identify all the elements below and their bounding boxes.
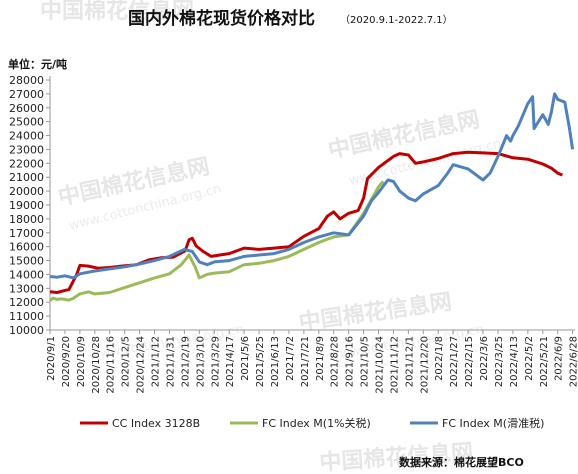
x-tick-label: 2020/12/5 [121, 336, 132, 387]
x-tick-label: 2022/1/8 [434, 336, 445, 381]
x-tick-label: 2021/6/13 [270, 336, 281, 387]
y-tick-label: 21000 [9, 171, 44, 184]
x-tick-label: 2022/4/13 [509, 336, 520, 387]
x-tick-label: 2021/5/25 [255, 336, 266, 387]
x-tick-label: 2021/10/24 [375, 336, 386, 394]
x-tick-label: 2022/2/15 [464, 336, 475, 387]
x-tick-label: 2022/6/28 [569, 336, 578, 387]
y-tick-label: 22000 [9, 157, 44, 170]
x-tick-label: 2021/8/9 [315, 336, 326, 381]
series-group [49, 92, 575, 302]
y-tick-label: 12000 [9, 296, 44, 309]
x-tick-label: 2022/6/9 [554, 336, 565, 381]
y-tick-label: 18000 [9, 213, 44, 226]
x-tick-label: 2021/10/5 [360, 336, 371, 387]
y-tick-label: 13000 [9, 282, 44, 295]
legend-label: FC Index M(滑准税) [442, 416, 544, 430]
y-tick-label: 11000 [9, 310, 44, 323]
x-tick-label: 2021/12/20 [419, 336, 430, 394]
chart-subtitle: （2020.9.1-2022.7.1） [340, 14, 453, 26]
x-tick-label: 2022/3/6 [479, 336, 490, 381]
legend-label: FC Index M(1%关税) [262, 416, 371, 430]
x-tick-label: 2021/1/12 [151, 336, 162, 387]
x-tick-label: 2021/4/17 [225, 336, 236, 387]
x-tick-label: 2021/3/10 [195, 336, 206, 387]
series-line-3 [49, 92, 575, 280]
y-tick-label: 19000 [9, 199, 44, 212]
y-tick-label: 27000 [9, 88, 44, 101]
y-tick-label: 24000 [9, 130, 44, 143]
watermark-logo: 中国棉花信息网 [40, 0, 194, 24]
y-tick-label: 25000 [9, 116, 44, 129]
y-tick-group: 1000011000120001300014000150001600017000… [9, 74, 50, 337]
x-tick-label: 2021/8/28 [330, 336, 341, 387]
series-line-2 [49, 180, 385, 302]
y-tick-label: 23000 [9, 143, 44, 156]
watermark-logo: 中国棉花信息网 [297, 289, 453, 336]
legend: CC Index 3128B FC Index M(1%关税) FC Index M… [80, 416, 544, 430]
y-tick-label: 17000 [9, 227, 44, 240]
x-tick-group: 2020/9/1 2020/9/20 2020/10/9 2020/10/28 2020… [46, 330, 578, 394]
unit-label: 单位：元/吨 [8, 57, 67, 71]
x-tick-label: 2020/12/24 [136, 336, 147, 394]
x-tick-label: 2021/3/29 [210, 336, 221, 387]
y-tick-label: 16000 [9, 241, 44, 254]
x-tick-label: 2020/9/20 [61, 336, 72, 387]
y-tick-label: 10000 [9, 324, 44, 337]
y-tick-label: 15000 [9, 255, 44, 268]
y-tick-label: 28000 [9, 74, 44, 87]
chart-title: 国内外棉花现货价格对比 [128, 8, 315, 29]
x-tick-label: 2020/9/1 [46, 336, 57, 381]
x-tick-label: 2021/9/16 [345, 336, 356, 387]
x-tick-label: 2022/1/27 [449, 336, 460, 387]
x-tick-label: 2020/10/9 [76, 336, 87, 387]
y-tick-label: 26000 [9, 102, 44, 115]
x-tick-label: 2021/1/31 [165, 336, 176, 387]
x-tick-label: 2020/10/28 [91, 336, 102, 394]
x-tick-label: 2021/5/6 [240, 336, 251, 381]
legend-label: CC Index 3128B [112, 417, 200, 430]
x-tick-label: 2021/12/1 [404, 336, 415, 387]
x-tick-label: 2021/7/2 [285, 336, 296, 381]
x-tick-label: 2022/3/25 [494, 336, 505, 387]
x-tick-label: 2021/2/19 [180, 336, 191, 387]
x-tick-label: 2020/11/16 [106, 336, 117, 394]
x-tick-label: 2022/5/21 [539, 336, 550, 387]
watermark-group: 中国棉花信息网中国棉花信息网中国棉花信息网中国棉花信息网中国棉花信息网www.c… [40, 0, 503, 474]
source-note: 数据来源：棉花展望BCO [399, 455, 524, 469]
x-tick-label: 2022/5/2 [524, 336, 535, 381]
x-tick-label: 2021/11/12 [389, 336, 400, 394]
x-tick-label: 2021/7/21 [300, 336, 311, 387]
y-tick-label: 20000 [9, 185, 44, 198]
y-tick-label: 14000 [9, 268, 44, 281]
